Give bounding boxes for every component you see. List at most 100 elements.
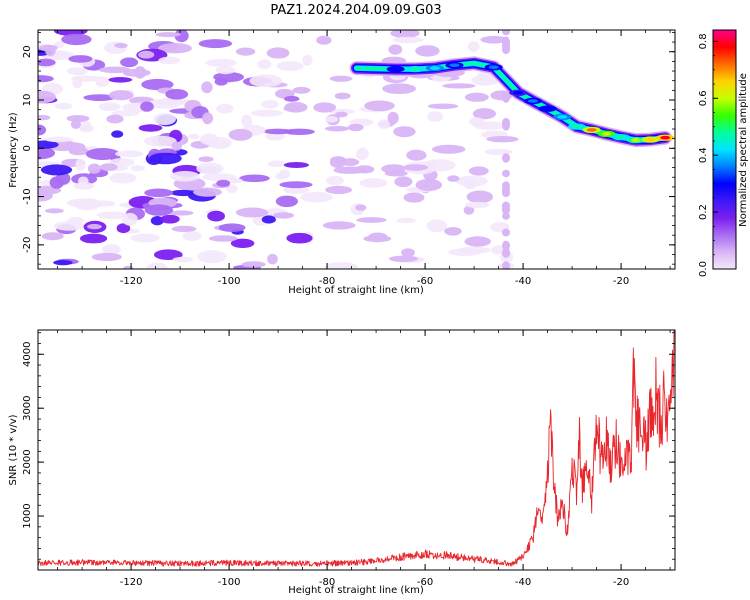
spectrogram-y-ticks: -20 -10 0 10 20: [22, 32, 675, 265]
noise-blob: [292, 86, 311, 94]
snr-y-ticks: 1000 2000 3000 4000: [22, 332, 675, 571]
noise-blob: [138, 124, 163, 132]
noise-blob: [54, 41, 65, 49]
x-tick-label: -80: [319, 276, 335, 287]
noise-blob: [502, 201, 510, 209]
noise-blob: [45, 208, 64, 214]
noise-blob: [75, 158, 86, 171]
noise-blob: [356, 147, 369, 161]
noise-blob: [354, 165, 375, 174]
noise-blob: [502, 240, 510, 251]
x-tick-label: -20: [613, 276, 629, 287]
noise-blob: [130, 233, 160, 243]
ridge-point-core: [660, 135, 671, 140]
snr-frame: [37, 329, 676, 571]
noise-blob: [328, 108, 355, 115]
noise-blob: [273, 212, 294, 219]
snr-panel: -120 -100 -80 -60 -40 -20 1000 2000 3000 4000 He…: [8, 329, 676, 596]
noise-blob: [101, 244, 121, 255]
noise-blob: [502, 153, 510, 162]
noise-blob: [115, 150, 144, 158]
x-tick-label: -40: [515, 276, 531, 287]
ridge-point-core: [527, 99, 538, 103]
ridge-point-core: [390, 67, 401, 71]
noise-blob: [91, 252, 122, 262]
noise-blob: [213, 72, 245, 83]
noise-blob: [87, 223, 102, 230]
y-tick-label: 4000: [22, 342, 33, 367]
noise-blob: [251, 109, 283, 117]
y-tick-label: 20: [22, 45, 33, 58]
y-tick-label: 0: [22, 145, 33, 151]
noise-blob: [235, 47, 256, 56]
noise-blob: [257, 59, 272, 70]
snr-background: [38, 330, 675, 570]
noise-blob: [215, 66, 236, 75]
noise-blob: [427, 111, 444, 122]
noise-blob: [197, 250, 227, 263]
noise-blob: [40, 164, 73, 176]
spectrogram-y-axis-label: Frequency (Hz): [8, 112, 19, 188]
noise-blob: [218, 223, 246, 232]
noise-blob: [66, 67, 88, 76]
noise-blob: [106, 114, 124, 124]
spectrogram-signal-ridge: [349, 56, 675, 148]
noise-blob: [363, 235, 392, 243]
noise-blob: [235, 207, 269, 218]
noise-blob: [284, 102, 308, 113]
noise-blob: [116, 223, 131, 234]
noise-blob: [165, 89, 189, 100]
noise-blob: [502, 261, 510, 269]
noise-blob: [153, 113, 176, 126]
noise-blob: [464, 92, 489, 102]
noise-blob: [205, 58, 237, 67]
noise-blob: [286, 232, 313, 244]
noise-blob: [471, 74, 499, 86]
noise-blob: [170, 171, 200, 182]
spectrogram-frame: [37, 29, 676, 270]
noise-blob: [302, 54, 313, 66]
noise-blob: [390, 30, 420, 38]
noise-blob: [171, 225, 197, 232]
noise-blob: [216, 179, 231, 187]
snr-x-ticks: -120 -100 -80 -60 -40 -20: [57, 330, 671, 588]
noise-blob: [283, 162, 309, 168]
spectrogram-x-axis-label: Height of straight line (km): [288, 285, 424, 296]
noise-blob: [329, 75, 353, 82]
noise-blob: [209, 235, 238, 242]
noise-blob: [201, 81, 213, 94]
noise-blob: [172, 256, 194, 263]
noise-blob: [130, 165, 145, 172]
x-tick-label: -100: [218, 276, 241, 287]
noise-blob: [99, 163, 118, 172]
noise-blob: [382, 83, 416, 94]
noise-blob: [377, 119, 391, 130]
snr-y-axis-label: SNR (10 * v/v): [8, 414, 19, 485]
noise-blob: [70, 75, 102, 82]
noise-blob: [82, 200, 116, 207]
noise-blob: [442, 83, 476, 89]
y-tick-label: 3000: [22, 395, 33, 420]
noise-blob: [140, 101, 154, 112]
noise-blob: [80, 233, 108, 244]
ridge-point-core: [410, 67, 421, 71]
noise-blob: [73, 181, 95, 190]
noise-blob: [108, 77, 133, 83]
noise-blob: [325, 116, 339, 123]
noise-blob: [393, 126, 416, 138]
noise-blob: [467, 41, 480, 53]
x-tick-label: -80: [319, 577, 335, 588]
noise-blob: [38, 190, 53, 202]
noise-blob: [347, 123, 364, 132]
noise-blob: [359, 178, 388, 188]
ridge-point-core: [572, 124, 582, 129]
noise-blob: [406, 149, 427, 161]
noise-blob: [199, 133, 219, 146]
colorbar-gradient: [713, 30, 736, 269]
noise-blob: [473, 121, 506, 130]
noise-blob: [502, 212, 510, 220]
ridge-point-core: [616, 135, 627, 139]
noise-blob: [239, 174, 270, 183]
snr-x-axis-label: Height of straight line (km): [288, 585, 424, 596]
